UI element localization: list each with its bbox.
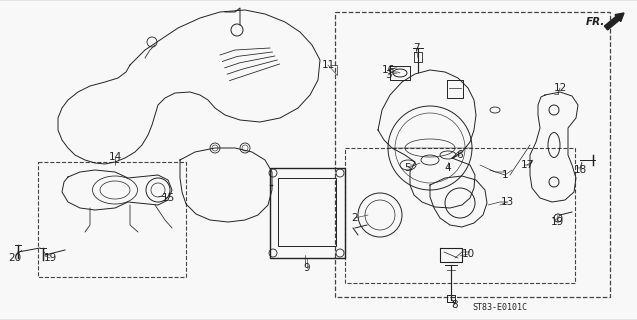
Text: 18: 18 <box>573 165 587 175</box>
Text: 3: 3 <box>385 70 391 80</box>
Text: 19: 19 <box>43 253 57 263</box>
Text: 5: 5 <box>404 163 412 173</box>
Text: 20: 20 <box>8 253 22 263</box>
Text: 19: 19 <box>550 217 564 227</box>
Bar <box>38 162 186 277</box>
Text: 14: 14 <box>108 152 122 162</box>
Text: ST83-E0101C: ST83-E0101C <box>473 303 527 313</box>
Text: 17: 17 <box>520 160 534 170</box>
Text: 16: 16 <box>382 65 395 75</box>
Text: 8: 8 <box>452 300 458 310</box>
Text: 10: 10 <box>461 249 475 259</box>
Text: 4: 4 <box>445 163 451 173</box>
FancyArrow shape <box>605 13 624 30</box>
Text: 11: 11 <box>322 60 334 70</box>
Bar <box>278 178 336 246</box>
Text: 9: 9 <box>304 263 310 273</box>
Bar <box>345 148 575 283</box>
Bar <box>270 168 345 258</box>
Bar <box>335 12 610 297</box>
Text: 1: 1 <box>502 170 508 180</box>
Text: 7: 7 <box>413 43 419 53</box>
Text: 15: 15 <box>161 193 175 203</box>
Text: 12: 12 <box>554 83 567 93</box>
Text: 6: 6 <box>457 150 463 160</box>
Text: 2: 2 <box>352 213 358 223</box>
Text: FR.: FR. <box>585 17 605 27</box>
Text: 13: 13 <box>501 197 513 207</box>
